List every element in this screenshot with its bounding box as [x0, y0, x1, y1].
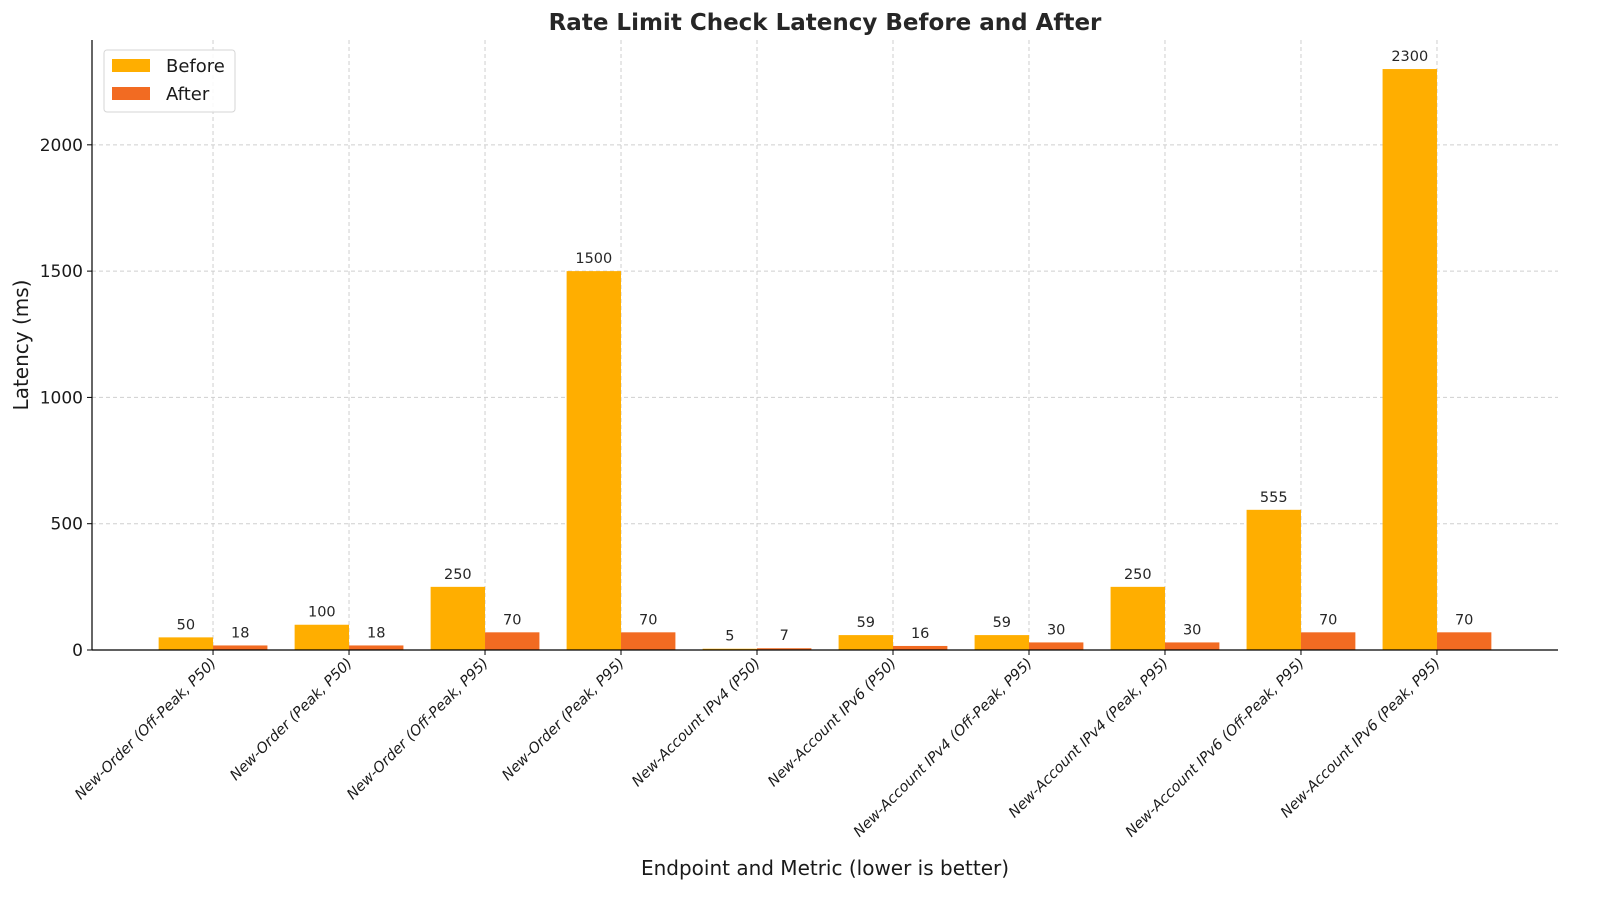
bar-before [158, 637, 214, 650]
y-tick-label: 500 [51, 515, 83, 535]
data-labels: 50 100 250 1500 5 59 59 250 555 2300 18 18 70 70 7 16 30… [177, 49, 1474, 645]
bar-after [349, 645, 404, 650]
x-axis-label: Endpoint and Metric (lower is better) [641, 856, 1009, 880]
grid [92, 40, 1558, 650]
bar-before [974, 635, 1029, 650]
bar-before [294, 624, 350, 650]
data-label: 30 [1047, 622, 1065, 638]
data-label: 18 [367, 625, 385, 641]
bar-after [1028, 642, 1084, 650]
bar-after [213, 645, 268, 650]
data-label: 250 [444, 567, 472, 583]
bar-before [566, 271, 622, 650]
bar-after [621, 632, 676, 650]
bar-after [485, 632, 540, 650]
data-label: 50 [177, 617, 195, 633]
data-label: 70 [503, 612, 521, 628]
bar-after [1164, 642, 1220, 650]
legend-label: After [166, 84, 210, 105]
legend: Before After [103, 49, 236, 113]
legend-label: Before [166, 56, 225, 77]
data-label: 7 [780, 628, 789, 644]
data-label: 250 [1124, 567, 1152, 583]
data-label: 18 [231, 625, 249, 641]
bar-after [1436, 632, 1492, 650]
x-tick-label: New-Order (Peak, P95) [499, 656, 627, 784]
bar-before [1382, 69, 1437, 651]
y-tick-label: 0 [72, 641, 83, 661]
x-tick-label: New-Order (Peak, P50) [227, 656, 355, 784]
bar-before [702, 648, 758, 650]
data-label: 70 [1319, 612, 1337, 628]
x-tick-label: New-Account IPv6 (P50) [765, 656, 900, 791]
data-label: 16 [911, 626, 929, 642]
y-axis-label: Latency (ms) [9, 280, 33, 411]
legend-swatch-after [112, 87, 150, 100]
bar-after [892, 645, 948, 650]
bar-after [1300, 632, 1356, 650]
y-tick-label: 1000 [40, 388, 83, 408]
bar-before [1246, 509, 1301, 650]
y-tick-label: 2000 [40, 136, 83, 156]
data-label: 5 [725, 629, 734, 645]
bar-before [838, 635, 893, 650]
data-label: 100 [308, 605, 336, 621]
x-tick-label: New-Account IPv4 (Peak, P95) [1006, 656, 1172, 822]
data-label: 70 [1455, 612, 1473, 628]
data-label: 2300 [1391, 49, 1428, 65]
data-label: 30 [1183, 622, 1201, 638]
x-tick-label: New-Account IPv6 (Peak, P95) [1278, 656, 1444, 822]
x-tick-label: New-Order (Off-Peak, P95) [344, 656, 492, 804]
data-label: 70 [639, 612, 657, 628]
x-tick-label: New-Account IPv4 (P50) [629, 656, 764, 791]
bar-before [1110, 586, 1165, 650]
axes: 0 500 1000 1500 2000 New-Order (Off-Peak, P50… [40, 40, 1558, 840]
bar-before [430, 586, 486, 650]
bar-after [757, 648, 812, 650]
bars [158, 69, 1492, 651]
data-label: 59 [993, 615, 1011, 631]
y-tick-label: 1500 [40, 262, 83, 282]
data-label: 59 [857, 615, 875, 631]
legend-swatch-before [112, 59, 150, 72]
chart-title: Rate Limit Check Latency Before and Afte… [549, 10, 1102, 36]
x-tick-label: New-Order (Off-Peak, P50) [72, 656, 220, 804]
data-label: 555 [1260, 490, 1288, 506]
data-label: 1500 [575, 251, 612, 267]
